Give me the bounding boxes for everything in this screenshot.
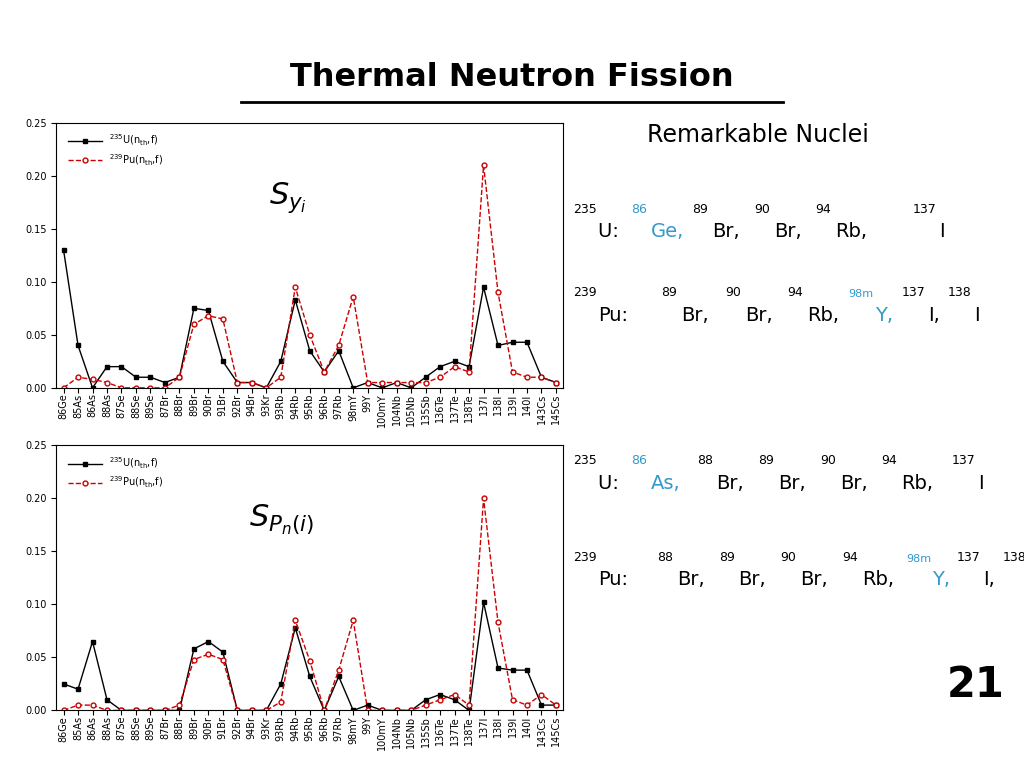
Text: I,: I, [928,306,940,325]
Text: Br,: Br, [712,222,739,241]
Text: Y,: Y, [932,571,950,590]
Text: 21: 21 [947,664,1005,706]
Legend: $^{235}$U(n$_{\rm th}$,f), $^{239}$Pu(n$_{\rm th}$,f): $^{235}$U(n$_{\rm th}$,f), $^{239}$Pu(n$… [63,129,168,171]
Text: 3. Sensitivity Analysis of Delayed Neutron with JENDL: 3. Sensitivity Analysis of Delayed Neutr… [12,12,495,30]
Text: I: I [1022,571,1024,590]
Text: I: I [979,474,984,493]
Text: Rb,: Rb, [862,571,894,590]
Text: 88: 88 [657,551,673,564]
Text: As,: As, [650,474,680,493]
Text: 94: 94 [882,454,897,467]
Legend: $^{235}$U(n$_{\rm th}$,f), $^{239}$Pu(n$_{\rm th}$,f): $^{235}$U(n$_{\rm th}$,f), $^{239}$Pu(n$… [63,452,168,494]
Text: 137: 137 [952,454,976,467]
Text: 94: 94 [842,551,858,564]
Text: Thermal Neutron Fission: Thermal Neutron Fission [290,61,734,93]
Text: 88: 88 [696,454,713,467]
Text: 90: 90 [820,454,836,467]
Text: Pu:: Pu: [598,306,628,325]
Text: I,: I, [983,571,994,590]
Text: Rb,: Rb, [807,306,839,325]
Text: U:: U: [598,474,625,493]
Text: 89: 89 [692,203,709,216]
Text: 239: 239 [573,286,597,300]
Text: Br,: Br, [840,474,867,493]
Text: I: I [939,222,944,241]
Text: Br,: Br, [738,571,766,590]
Text: 137: 137 [956,551,980,564]
Text: I: I [974,306,980,325]
Text: Br,: Br, [677,571,705,590]
Text: Pu:: Pu: [598,571,628,590]
Text: 94: 94 [815,203,831,216]
Text: 86: 86 [631,454,646,467]
Text: Br,: Br, [774,222,802,241]
Text: Br,: Br, [717,474,744,493]
Text: 89: 89 [759,454,774,467]
Text: 90: 90 [725,286,741,300]
Text: 89: 89 [719,551,734,564]
Text: 98m: 98m [906,554,931,564]
Text: Rb,: Rb, [901,474,934,493]
Text: $S_{y_i}$: $S_{y_i}$ [269,180,307,214]
Text: 138: 138 [1002,551,1024,564]
Text: Br,: Br, [800,571,827,590]
Text: 90: 90 [754,203,770,216]
Text: $S_{P_n(i)}$: $S_{P_n(i)}$ [249,502,314,537]
Text: U:: U: [598,222,625,241]
Text: Br,: Br, [745,306,773,325]
Text: Remarkable Nuclei: Remarkable Nuclei [647,123,869,147]
Text: 235: 235 [573,203,597,216]
Text: 235: 235 [573,454,597,467]
Text: 98m: 98m [849,290,873,300]
Text: 239: 239 [573,551,597,564]
Text: 86: 86 [631,203,646,216]
Text: 90: 90 [780,551,797,564]
Text: 137: 137 [901,286,926,300]
Text: 138: 138 [948,286,972,300]
Text: 89: 89 [662,286,678,300]
Text: Br,: Br, [778,474,806,493]
Text: Y,: Y, [876,306,893,325]
Text: Br,: Br, [681,306,709,325]
Text: 137: 137 [912,203,936,216]
Text: Rb,: Rb, [836,222,867,241]
Text: 94: 94 [787,286,803,300]
Text: Ge,: Ge, [650,222,684,241]
